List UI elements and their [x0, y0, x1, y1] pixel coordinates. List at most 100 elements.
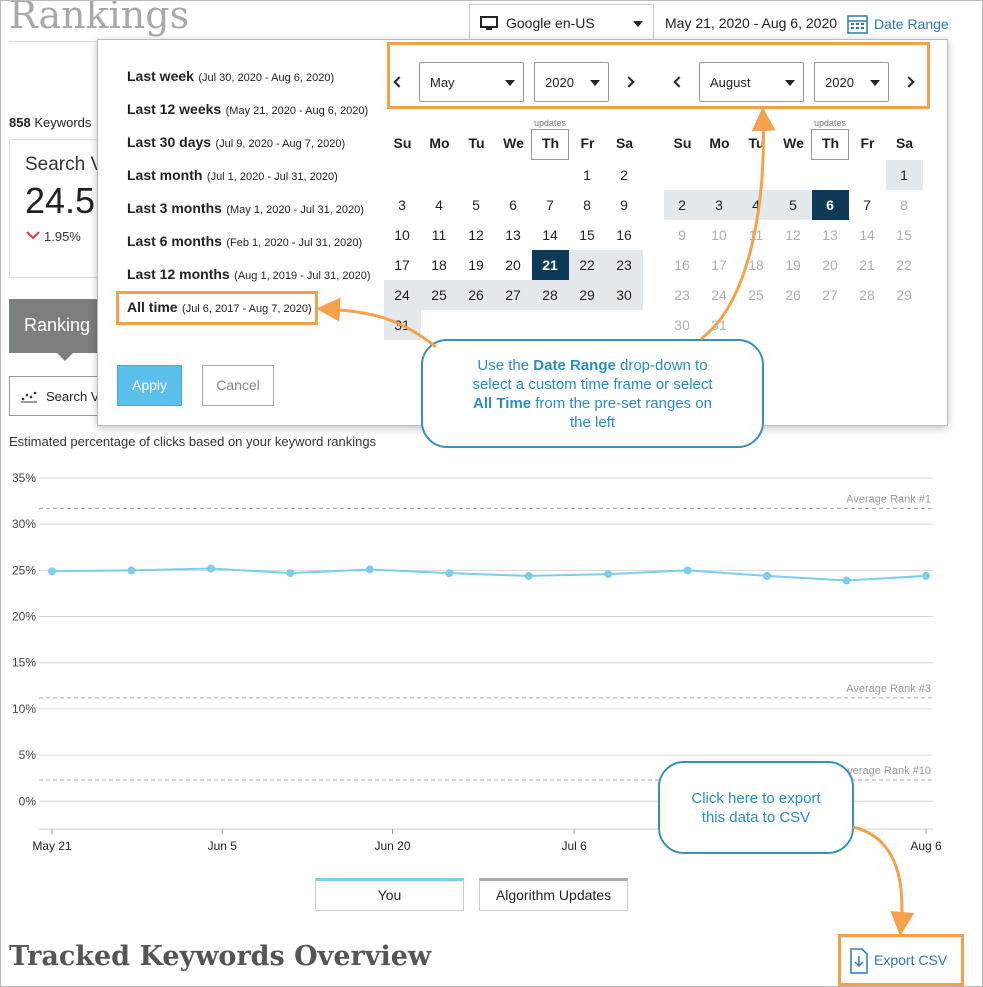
calendar-day[interactable]: 4: [737, 190, 775, 220]
calendar-day[interactable]: 1: [885, 160, 923, 190]
calendar-day[interactable]: 2: [620, 167, 628, 183]
preset-label: Last 12 weeks: [127, 101, 222, 117]
legend-item[interactable]: Algorithm Updates: [479, 878, 628, 911]
x-tick-label: May 21: [32, 839, 72, 853]
calendar-day[interactable]: 1: [583, 167, 591, 183]
calendar-day: 28: [859, 287, 875, 303]
calendar-day[interactable]: 17: [394, 257, 410, 273]
weekday-header: Sa: [615, 135, 634, 151]
keyword-count: 858 Keywords: [9, 115, 91, 130]
calendar-day[interactable]: 12: [468, 227, 484, 243]
nav-arrow[interactable]: [623, 76, 635, 88]
down-arrow-icon: [26, 231, 40, 240]
preset-option[interactable]: All time (Jul 6, 2017 - Aug 7, 2020): [127, 299, 312, 317]
y-tick-label: 35%: [12, 471, 36, 485]
calendar-day[interactable]: 30: [605, 280, 643, 310]
nav-arrow[interactable]: [393, 76, 405, 88]
calendar-day: 12: [785, 227, 801, 243]
calendar-day[interactable]: 4: [435, 197, 443, 213]
export-icon: [850, 948, 868, 974]
export-csv-button[interactable]: Export CSV: [874, 952, 948, 968]
calendar-day[interactable]: 2: [663, 190, 701, 220]
select-box[interactable]: 2020: [534, 62, 609, 102]
nav-arrow[interactable]: [673, 76, 685, 88]
x-tick-label: Jul 6: [561, 839, 587, 853]
calendar-day: 26: [785, 287, 801, 303]
calendar-day[interactable]: 21: [531, 250, 569, 280]
calendar-day[interactable]: 7: [863, 197, 871, 213]
calendar-day[interactable]: 13: [505, 227, 521, 243]
select-box[interactable]: 2020: [814, 62, 889, 102]
date-range-button[interactable]: Date Range: [874, 16, 949, 32]
preset-option[interactable]: Last week (Jul 30, 2020 - Aug 6, 2020): [127, 68, 334, 86]
y-tick-label: 30%: [12, 517, 36, 531]
apply-button[interactable]: Apply: [117, 365, 182, 406]
preset-range: (Jul 1, 2020 - Jul 31, 2020): [206, 171, 338, 183]
callout-text: Click here to export this data to CSV: [686, 789, 826, 827]
calendar-day[interactable]: 23: [605, 250, 643, 280]
nav-arrow[interactable]: [903, 76, 915, 88]
calendar-day[interactable]: 8: [583, 197, 591, 213]
weekday-header: Fr: [860, 135, 875, 151]
legend-item[interactable]: You: [315, 878, 464, 911]
calendar-day[interactable]: 6: [509, 197, 517, 213]
calendar-day: 30: [674, 317, 690, 333]
select-value: May: [430, 75, 455, 90]
calendar-day: 10: [711, 227, 727, 243]
calendar-day[interactable]: 15: [579, 227, 595, 243]
calendar-day[interactable]: 5: [472, 197, 480, 213]
calendar-day[interactable]: 7: [546, 197, 554, 213]
preset-option[interactable]: Last 30 days (Jul 9, 2020 - Aug 7, 2020): [127, 134, 345, 152]
calendar-day[interactable]: 22: [568, 250, 606, 280]
search-engine-dropdown[interactable]: Google en-US: [469, 4, 654, 43]
calendar-day[interactable]: 10: [394, 227, 410, 243]
calendar-day[interactable]: 3: [700, 190, 738, 220]
calendar-day[interactable]: 9: [620, 197, 628, 213]
calendar-day[interactable]: 3: [398, 197, 406, 213]
calendar-day[interactable]: 31: [383, 310, 421, 340]
calendar-day[interactable]: 29: [568, 280, 606, 310]
metric-button-label: Search V: [46, 389, 100, 404]
calendar-day[interactable]: 16: [616, 227, 632, 243]
calendar-day[interactable]: 25: [420, 280, 458, 310]
preset-option[interactable]: Last 12 months (Aug 1, 2019 - Jul 31, 20…: [127, 266, 371, 284]
calendar-day[interactable]: 24: [383, 280, 421, 310]
reference-label: Average Rank #1: [846, 493, 931, 505]
updates-box: [531, 129, 569, 160]
calendar-day[interactable]: 19: [468, 257, 484, 273]
cancel-button[interactable]: Cancel: [202, 365, 274, 406]
select-box[interactable]: May: [419, 62, 524, 102]
calendar-day[interactable]: 18: [431, 257, 447, 273]
y-tick-label: 10%: [12, 702, 36, 716]
calendar-day: 24: [711, 287, 727, 303]
calendar-day: 14: [859, 227, 875, 243]
calendar-day[interactable]: 5: [774, 190, 812, 220]
metric-card: Search V 24.5 1.95%: [9, 139, 159, 278]
tab-pointer: [57, 353, 73, 361]
calendar-day[interactable]: 26: [457, 280, 495, 310]
preset-option[interactable]: Last 6 months (Feb 1, 2020 - Jul 31, 202…: [127, 233, 362, 251]
calendar-day[interactable]: 20: [505, 257, 521, 273]
weekday-header: Mo: [709, 135, 730, 151]
select-caret: [785, 80, 795, 86]
data-point: [206, 564, 215, 573]
calendar-day[interactable]: 27: [494, 280, 532, 310]
calendar-day[interactable]: 11: [431, 227, 447, 243]
calendar-day[interactable]: 6: [811, 190, 849, 220]
preset-option[interactable]: Last 3 months (May 1, 2020 - Jul 31, 202…: [127, 200, 364, 218]
legend-label: Algorithm Updates: [495, 887, 612, 903]
weekday-header: Tu: [468, 135, 485, 151]
data-point: [524, 571, 533, 580]
weekday-header: We: [783, 135, 804, 151]
select-box[interactable]: August: [699, 62, 804, 102]
select-value: 2020: [825, 75, 854, 90]
calendar-day[interactable]: 28: [531, 280, 569, 310]
weekday-header: Su: [393, 135, 412, 151]
callout-part: All Time: [472, 394, 532, 412]
preset-option[interactable]: Last 12 weeks (May 21, 2020 - Aug 6, 202…: [127, 101, 368, 119]
calendar-day[interactable]: 14: [542, 227, 558, 243]
calendar-day: 11: [748, 227, 764, 243]
select-caret: [590, 80, 600, 86]
preset-option[interactable]: Last month (Jul 1, 2020 - Jul 31, 2020): [127, 167, 338, 185]
